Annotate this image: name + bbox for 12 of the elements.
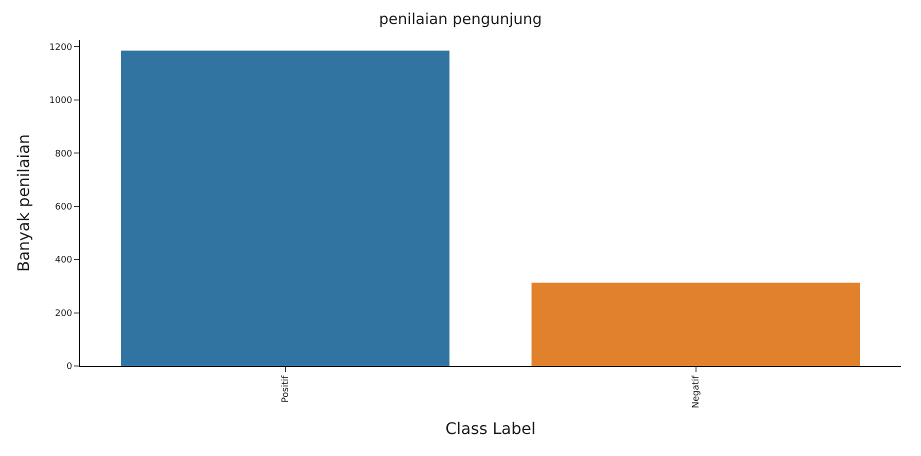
x-tick-label: Negatif [692, 374, 702, 408]
y-tick-label: 1000 [49, 96, 72, 106]
y-tick-label: 600 [55, 202, 72, 212]
y-tick-label: 800 [55, 149, 72, 160]
y-tick-label: 400 [55, 256, 72, 266]
y-tick-label: 200 [55, 308, 72, 319]
chart-title: penilaian pengunjung [379, 10, 542, 28]
x-axis-title: Class Label [445, 419, 536, 438]
y-tick-label: 1200 [49, 42, 72, 53]
y-axis-title: Banyak penilaian [14, 134, 34, 272]
y-tick-label: 0 [66, 362, 72, 372]
x-tick-label: Positif [281, 374, 292, 403]
